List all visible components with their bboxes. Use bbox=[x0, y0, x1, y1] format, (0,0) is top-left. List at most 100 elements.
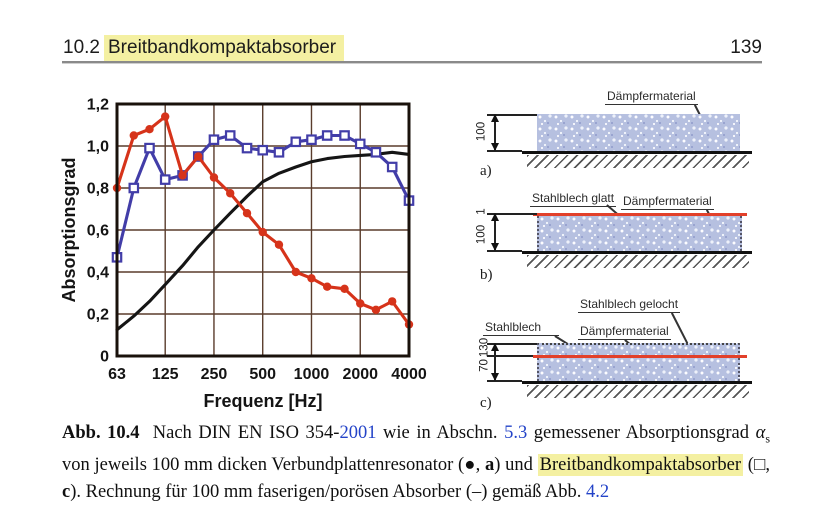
figure-caption: Abb. 10.4 Nach DIN EN ISO 354-2001 wie i… bbox=[62, 420, 770, 505]
arrow-down-icon bbox=[491, 243, 499, 251]
x-axis-label: Frequenz [Hz] bbox=[204, 391, 323, 411]
caption-text: α bbox=[755, 423, 766, 443]
marker-filled-circle bbox=[322, 282, 332, 291]
caption-text: a bbox=[484, 455, 495, 476]
y-tick-label: 1,2 bbox=[87, 97, 109, 114]
y-tick-label: 0,6 bbox=[87, 223, 109, 240]
x-tick-label: 4000 bbox=[391, 366, 427, 383]
caption-text: (□, bbox=[743, 455, 770, 476]
damper-material-label-b: Dämpfermaterial bbox=[621, 194, 714, 210]
marker-filled-circle bbox=[291, 267, 300, 277]
caption-text: wie in Abschn. bbox=[376, 423, 505, 443]
arrow-up-icon bbox=[491, 343, 499, 351]
marker-open-square bbox=[144, 142, 155, 154]
marker-filled-circle bbox=[307, 274, 316, 283]
caption-text: c bbox=[62, 481, 71, 502]
marker-open-square bbox=[257, 144, 269, 156]
marker-filled-circle bbox=[194, 152, 203, 161]
marker-open-square bbox=[128, 182, 140, 194]
perforated-cover-layer-c bbox=[537, 343, 740, 357]
y-tick-label: 0 bbox=[100, 349, 109, 366]
chart-svg: 0 0,2 0,4 0,6 0,8 1,0 1,2 63 125 250 500 1000 2000 40… bbox=[59, 97, 427, 412]
page-number: 139 bbox=[730, 37, 762, 58]
diagram-c-label: c) bbox=[480, 395, 492, 411]
marker-filled-circle bbox=[340, 284, 349, 293]
arrow-up-icon bbox=[491, 114, 499, 122]
diagram-a-label: a) bbox=[480, 163, 492, 179]
x-tick-label: 500 bbox=[249, 366, 276, 383]
damper-material-layer-c bbox=[537, 358, 740, 381]
caption-text: ) und bbox=[494, 455, 538, 476]
dimension-line-b bbox=[494, 213, 496, 251]
arrow-down-icon bbox=[491, 373, 499, 381]
chart-tick-labels: 0 0,2 0,4 0,6 0,8 1,0 1,2 63 125 250 500 1000 2000 40… bbox=[87, 97, 427, 384]
caption-text: ). Rechnung für 100 mm faserigen/porösen… bbox=[70, 481, 587, 502]
dimension-tick bbox=[487, 355, 533, 357]
ground-hatching-b bbox=[527, 255, 749, 268]
dimension-bottom-c: 70 bbox=[478, 359, 491, 372]
diagram-b-label: b) bbox=[480, 267, 493, 283]
ground-hatching-a bbox=[527, 155, 749, 168]
marker-open-square bbox=[159, 174, 171, 185]
marker-open-square bbox=[306, 134, 317, 145]
marker-filled-circle bbox=[356, 299, 365, 308]
steel-sheet-c bbox=[533, 355, 747, 358]
marker-filled-circle bbox=[258, 227, 267, 237]
damper-material-layer-b bbox=[537, 216, 742, 251]
marker-open-square bbox=[290, 136, 302, 148]
damper-material-label-c: Dämpfermaterial bbox=[578, 324, 671, 340]
leader-line bbox=[671, 312, 690, 347]
arrow-up-icon bbox=[491, 213, 499, 221]
marker-filled-circle bbox=[371, 305, 381, 314]
ground-line-a bbox=[522, 151, 752, 154]
x-tick-label: 250 bbox=[201, 366, 228, 383]
marker-open-square bbox=[386, 161, 398, 173]
x-tick-label: 2000 bbox=[342, 366, 378, 383]
caption-text: s bbox=[765, 431, 770, 446]
marker-filled-circle bbox=[129, 131, 139, 140]
y-axis-label: Absorptionsgrad bbox=[59, 157, 79, 302]
marker-open-square bbox=[354, 138, 366, 150]
dimension-tick bbox=[487, 114, 537, 116]
x-tick-label: 63 bbox=[108, 366, 126, 383]
ground-hatching-c bbox=[527, 385, 749, 398]
plot-border bbox=[115, 102, 411, 358]
steel-sheet-label-b: Stahlblech glatt bbox=[530, 191, 617, 207]
perforated-steel-label-c: Stahlblech gelocht bbox=[578, 297, 681, 313]
dimension-tick bbox=[487, 250, 522, 252]
dimension-value-a: 100 bbox=[475, 121, 488, 142]
caption-link[interactable]: 5.3 bbox=[504, 423, 528, 443]
dimension-value-b: 100 bbox=[475, 224, 488, 245]
marker-open-square bbox=[370, 146, 382, 158]
marker-filled-circle bbox=[145, 125, 154, 134]
y-tick-label: 0,2 bbox=[87, 307, 109, 324]
dimension-line-c bbox=[494, 343, 496, 381]
marker-open-square bbox=[241, 142, 253, 154]
caption-text: Abb. 10.4 bbox=[62, 423, 140, 443]
steel-sheet-label-c: Stahlblech bbox=[483, 320, 560, 336]
y-tick-label: 0,4 bbox=[87, 265, 109, 282]
marker-open-square bbox=[208, 134, 220, 145]
marker-filled-circle bbox=[242, 209, 252, 218]
dimension-tick bbox=[487, 380, 522, 382]
chart-series bbox=[111, 102, 415, 358]
ground-line-c bbox=[522, 381, 752, 384]
marker-filled-circle bbox=[178, 171, 187, 180]
damper-material-label-a: Dämpfermaterial bbox=[605, 89, 698, 105]
x-tick-label: 125 bbox=[152, 366, 179, 383]
marker-filled-circle bbox=[274, 240, 284, 249]
caption-link[interactable]: 4.2 bbox=[586, 481, 610, 502]
arrow-down-icon bbox=[491, 143, 499, 151]
construction-diagrams: Dämpfermaterial 100 a) Stahlblech glatt … bbox=[455, 85, 820, 430]
marker-filled-circle bbox=[387, 297, 397, 306]
ground-line-b bbox=[522, 251, 752, 254]
y-tick-label: 0,8 bbox=[87, 181, 109, 198]
dimension-tick bbox=[487, 343, 537, 345]
marker-open-square bbox=[339, 130, 350, 141]
y-tick-label: 1,0 bbox=[87, 139, 109, 156]
steel-sheet-b bbox=[533, 213, 747, 216]
series-line bbox=[115, 150, 411, 332]
marker-filled-circle bbox=[209, 173, 219, 182]
caption-link[interactable]: 2001 bbox=[339, 423, 377, 443]
damper-material-layer-a bbox=[537, 114, 740, 151]
